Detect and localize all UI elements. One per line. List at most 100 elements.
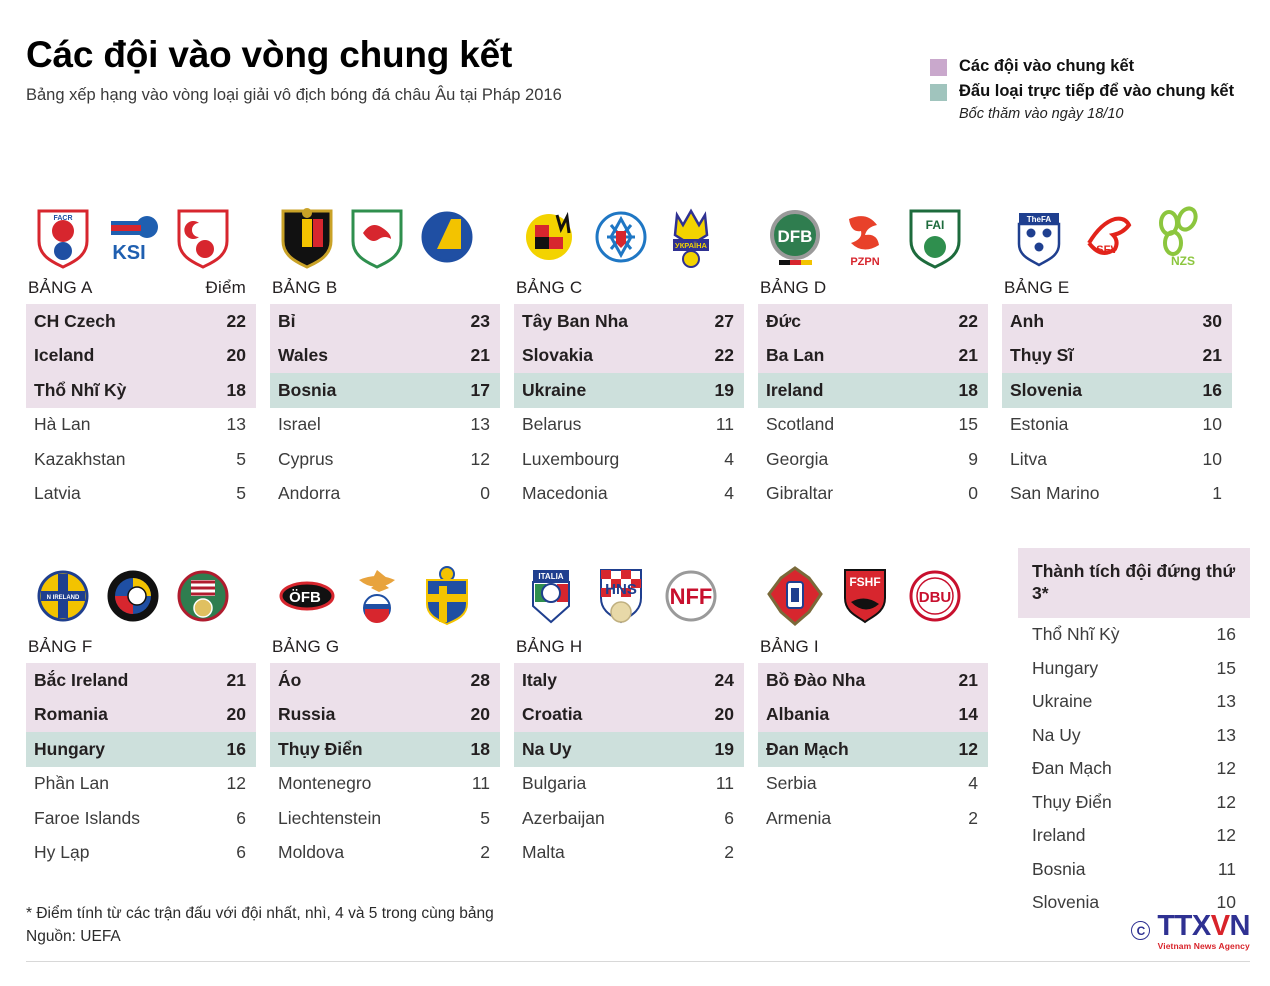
team-name: Hà Lan [34, 414, 91, 435]
group-d-rows: Đức 22 Ba Lan 21 Ireland 18 Scotland 15 Georgia 9… [758, 304, 988, 511]
team-name: Bulgaria [522, 773, 587, 794]
team-points: 12 [958, 738, 978, 759]
groups-band-bottom: N IRELAND BẢNG F Bắc Ireland 21 Romania 20 Hun… [26, 555, 1250, 870]
team-name: Bỉ [278, 310, 296, 331]
team-name: Bosnia [1032, 858, 1086, 879]
team-name: Latvia [34, 483, 81, 504]
ifa-northern-ireland-badge: N IRELAND [28, 560, 98, 632]
team-name: Andorra [278, 483, 341, 504]
group-i-name: BẢNG I [760, 637, 819, 656]
table-row: Slovenia 16 [1002, 373, 1232, 408]
svg-text:ÖFB: ÖFB [289, 589, 321, 606]
svg-text:KSI: KSI [112, 242, 145, 264]
team-points: 21 [958, 669, 978, 690]
legend-item-playoff: Đấu loại trực tiếp để vào chung kết [930, 81, 1250, 103]
team-name: Azerbaijan [522, 807, 605, 828]
group-g-header: BẢNG G [270, 637, 500, 663]
team-name: Đan Mạch [766, 738, 849, 759]
svg-text:ITALIA: ITALIA [538, 572, 563, 581]
table-row: Albania 14 [758, 697, 988, 732]
team-points: 15 [958, 414, 978, 435]
team-name: San Marino [1010, 483, 1100, 504]
group-f: N IRELAND BẢNG F Bắc Ireland 21 Romania 20 Hun… [26, 555, 270, 870]
table-row: Macedonia 4 [514, 477, 744, 512]
team-points: 6 [236, 842, 246, 863]
group-d-name: BẢNG D [760, 278, 827, 297]
team-name: Montenegro [278, 773, 372, 794]
group-d: DFB PZPN FAI BẢNG D Đức 22 Ba Lan 21 Ireland 18 Sc… [758, 196, 1002, 511]
footnote-source: Nguồn: UEFA [26, 927, 121, 945]
table-row: Liechtenstein 5 [270, 801, 500, 836]
svg-text:NZS: NZS [1171, 254, 1195, 268]
team-points: 20 [470, 704, 490, 725]
group-i-badges: FSHF DBU [758, 555, 988, 637]
team-points: 17 [470, 379, 490, 400]
table-row: Bắc Ireland 21 [26, 663, 256, 698]
team-points: 9 [968, 448, 978, 469]
points-column-header: Điểm [205, 278, 246, 297]
third-place-row: Hungary 15 [1018, 651, 1250, 685]
group-i-header: BẢNG I [758, 637, 988, 663]
group-d-badges: DFB PZPN FAI [758, 196, 988, 278]
table-row: Bulgaria 11 [514, 767, 744, 802]
team-points: 5 [236, 483, 246, 504]
table-row: Slovakia 22 [514, 338, 744, 373]
team-points: 4 [968, 773, 978, 794]
group-g-badges: ÖFB [270, 555, 500, 637]
team-points: 6 [724, 807, 734, 828]
team-points: 12 [1216, 791, 1236, 812]
group-b-name: BẢNG B [272, 278, 338, 297]
footer-divider [26, 961, 1250, 962]
team-name: Italy [522, 669, 558, 690]
team-points: 18 [226, 379, 246, 400]
figc-italy-badge: ITALIA [516, 560, 586, 632]
group-e-header: BẢNG E [1002, 278, 1232, 304]
team-name: Albania [766, 704, 830, 725]
dbu-denmark-badge: DBU [900, 560, 970, 632]
group-e-name: BẢNG E [1004, 278, 1070, 297]
table-row: Israel 13 [270, 408, 500, 443]
group-h-badges: ITALIA HNS NFF [514, 555, 744, 637]
table-row: Hy Lạp 6 [26, 836, 256, 871]
table-row: Faroe Islands 6 [26, 801, 256, 836]
team-points: 22 [714, 345, 734, 366]
table-row: Thổ Nhĩ Kỳ 18 [26, 373, 256, 408]
group-b-badges [270, 196, 500, 278]
table-row: Moldova 2 [270, 836, 500, 871]
team-name: Thụy Điển [1032, 791, 1112, 812]
team-points: 20 [226, 345, 246, 366]
team-points: 4 [724, 448, 734, 469]
table-row: Italy 24 [514, 663, 744, 698]
team-name: Armenia [766, 807, 832, 828]
rfef-spain-badge [516, 201, 586, 273]
team-name: Phần Lan [34, 773, 109, 794]
copyright-icon: C [1131, 921, 1151, 941]
logo-tagline: Vietnam News Agency [1157, 940, 1250, 951]
table-row: Luxembourg 4 [514, 442, 744, 477]
table-row: Scotland 15 [758, 408, 988, 443]
team-name: Na Uy [1032, 724, 1081, 745]
hns-croatia-badge: HNS [586, 560, 656, 632]
group-h-name: BẢNG H [516, 637, 583, 656]
legend-label-qualified: Các đội vào chung kết [959, 57, 1135, 75]
team-points: 16 [1202, 379, 1222, 400]
team-points: 21 [226, 669, 246, 690]
group-f-rows: Bắc Ireland 21 Romania 20 Hungary 16 Phần Lan 1… [26, 663, 256, 870]
table-row: Ireland 18 [758, 373, 988, 408]
group-f-name: BẢNG F [28, 637, 93, 656]
third-place-rows: Thổ Nhĩ Kỳ 16 Hungary 15 Ukraine 13 Na Uy 13 Đan… [1018, 618, 1250, 920]
pzpn-poland-badge: PZPN [830, 201, 900, 273]
table-row: Đức 22 [758, 304, 988, 339]
team-points: 12 [1216, 758, 1236, 779]
table-row: Đan Mạch 12 [758, 732, 988, 767]
group-e-rows: Anh 30 Thụy Sĩ 21 Slovenia 16 Estonia 10 Litva 10… [1002, 304, 1232, 511]
nzs-slovenia-badge: NZS [1144, 201, 1214, 273]
team-points: 2 [968, 807, 978, 828]
faw-wales-badge [342, 201, 412, 273]
team-points: 10 [1202, 448, 1222, 469]
team-name: CH Czech [34, 310, 116, 331]
fshf-albania-badge: FSHF [830, 560, 900, 632]
team-points: 2 [724, 842, 734, 863]
table-row: Hà Lan 13 [26, 408, 256, 443]
table-row: Bosnia 17 [270, 373, 500, 408]
